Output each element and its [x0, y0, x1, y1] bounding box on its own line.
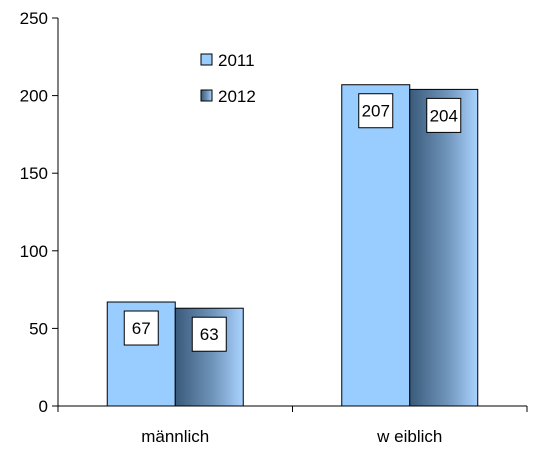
data-label: 204	[430, 106, 458, 125]
y-tick-label: 150	[20, 164, 48, 183]
legend-swatch-2012	[201, 90, 212, 101]
data-label: 63	[200, 325, 219, 344]
y-tick-label: 200	[20, 87, 48, 106]
y-tick-label: 100	[20, 242, 48, 261]
bar-2012-1	[410, 89, 478, 406]
legend: 2011 2012	[192, 40, 274, 114]
bar-2011-1	[342, 85, 410, 406]
y-tick-label: 50	[29, 319, 48, 338]
legend-swatch-2011	[201, 54, 212, 65]
data-label: 67	[132, 319, 151, 338]
legend-label-2012: 2012	[218, 87, 256, 106]
x-category-label: w eiblich	[376, 427, 442, 446]
y-tick-label: 0	[39, 397, 48, 416]
data-label: 207	[362, 102, 390, 121]
y-tick-label: 250	[20, 9, 48, 28]
bars	[107, 85, 478, 406]
legend-label-2011: 2011	[218, 51, 255, 70]
x-category-label: männlich	[141, 427, 209, 446]
